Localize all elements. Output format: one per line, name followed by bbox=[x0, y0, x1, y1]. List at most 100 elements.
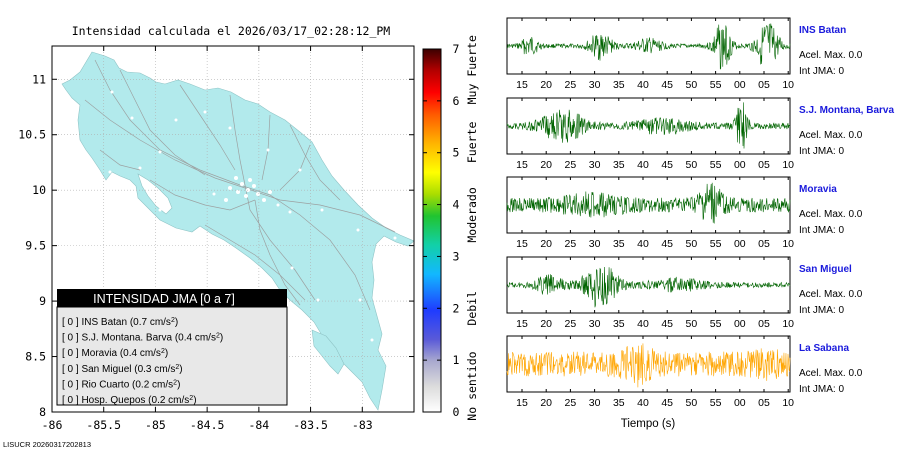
seismogram-tick-label: 50 bbox=[686, 79, 698, 91]
seismogram-trace bbox=[506, 102, 791, 149]
seismogram-tick-label: 45 bbox=[661, 159, 673, 171]
colorbar-tick-label: 7 bbox=[453, 42, 460, 56]
legend-row-level: [ 0 ] bbox=[62, 395, 81, 406]
seismogram-tick-label: 30 bbox=[589, 397, 601, 409]
seismogram-tick-label: 20 bbox=[540, 318, 552, 330]
legend-row: [ 0 ] S.J. Montana. Barva (0.4 cm/s2) bbox=[62, 332, 223, 344]
colorbar-tick-label: 6 bbox=[453, 94, 460, 108]
legend-row: [ 0 ] Moravia (0.4 cm/s2) bbox=[62, 348, 168, 360]
seismogram-tick-label: 00 bbox=[734, 79, 746, 91]
map-y-ticks: 8 8.5 9 9.5 10 10.5 11 bbox=[18, 72, 414, 419]
seismogram-tick-label: 00 bbox=[734, 397, 746, 409]
station-name: La Sabana bbox=[799, 343, 849, 354]
colorbar-category-label: No sentido bbox=[465, 351, 479, 420]
legend-header-bg bbox=[57, 289, 287, 307]
seismogram-tick-label: 35 bbox=[613, 238, 625, 250]
map-y-tick-label: 10 bbox=[32, 183, 46, 197]
seismogram-tick-label: 45 bbox=[661, 318, 673, 330]
road-network bbox=[84, 59, 396, 311]
seismogram-tick-label: 35 bbox=[613, 79, 625, 91]
station-int-jma: Int JMA: 0 bbox=[799, 305, 844, 316]
seismogram-tick-label: 40 bbox=[637, 318, 649, 330]
map-y-tick-label: 8 bbox=[39, 405, 46, 419]
seismogram-tick-label: 25 bbox=[565, 318, 577, 330]
seismogram-trace bbox=[506, 267, 791, 308]
colorbar-tick-label: 3 bbox=[453, 249, 460, 263]
seismogram-tick-label: 10 bbox=[782, 159, 794, 171]
legend-row-station: San Miguel bbox=[81, 364, 134, 375]
seismogram-tick-label: 30 bbox=[589, 238, 601, 250]
legend-row-close: ) bbox=[165, 348, 168, 359]
seismogram-tick-label: 45 bbox=[661, 238, 673, 250]
colorbar-tick-label: 5 bbox=[453, 146, 460, 160]
seismogram-tick-label: 20 bbox=[540, 397, 552, 409]
legend-row-station: Moravia bbox=[81, 348, 119, 359]
seismogram-frame bbox=[506, 176, 791, 234]
seismogram-tick-label: 25 bbox=[565, 397, 577, 409]
seismogram-tick-label: 55 bbox=[710, 238, 722, 250]
seismogram-tick-label: 05 bbox=[758, 397, 770, 409]
map-x-tick-label: -83 bbox=[352, 418, 373, 432]
seismogram-tick-label: 40 bbox=[637, 238, 649, 250]
legend-row-level: [ 0 ] bbox=[62, 364, 81, 375]
legend-row-station: INS Batan bbox=[81, 317, 129, 328]
seismogram-tick-label: 15 bbox=[516, 159, 528, 171]
station-int-jma: Int JMA: 0 bbox=[799, 384, 844, 395]
seismogram-tick-label: 00 bbox=[734, 159, 746, 171]
seismogram-tick-label: 15 bbox=[516, 318, 528, 330]
colorbar-category-label: Moderado bbox=[465, 187, 479, 242]
legend-row-accel: (0.4 cm/s bbox=[120, 348, 161, 359]
seismogram-panel: 15 20 25 30 35 40 45 50 55 00 05 10 Moravia Acel. Max… bbox=[506, 176, 863, 250]
seismogram-tick-label: 35 bbox=[613, 159, 625, 171]
seismogram-tick-label: 55 bbox=[710, 79, 722, 91]
seismogram-tick-label: 30 bbox=[589, 159, 601, 171]
seismogram-tick-label: 30 bbox=[589, 318, 601, 330]
legend-row-accel: (0.2 cm/s bbox=[148, 395, 189, 406]
map-y-tick-label: 9.5 bbox=[25, 239, 46, 253]
station-accel-max: Acel. Max. 0.0 bbox=[799, 289, 863, 300]
station-int-jma: Int JMA: 0 bbox=[799, 146, 844, 157]
seismogram-tick-label: 05 bbox=[758, 79, 770, 91]
colorbar-category-label: Fuerte bbox=[465, 121, 479, 163]
legend-row-station: Rio Cuarto bbox=[81, 379, 132, 390]
map-x-tick-label: -84 bbox=[248, 418, 269, 432]
station-int-jma: Int JMA: 0 bbox=[799, 66, 844, 77]
colorbar-tick-label: 1 bbox=[453, 353, 460, 367]
colorbar-category-label: Muy Fuerte bbox=[465, 35, 479, 104]
seismogram-tick-label: 10 bbox=[782, 397, 794, 409]
station-int-jma: Int JMA: 0 bbox=[799, 225, 844, 236]
seismogram-tick-label: 20 bbox=[540, 159, 552, 171]
map-y-tick-label: 10.5 bbox=[18, 128, 46, 142]
legend-row-close: ) bbox=[179, 364, 182, 375]
station-name: S.J. Montana, Barva bbox=[799, 105, 894, 116]
legend-row-close: ) bbox=[177, 379, 180, 390]
seismogram-tick-label: 10 bbox=[782, 238, 794, 250]
seismogram-tick-label: 10 bbox=[782, 318, 794, 330]
legend-row-unit-exponent: 2 bbox=[171, 317, 175, 324]
seismogram-trace bbox=[506, 343, 791, 388]
footer-stamp: LISUCR 20260317202813 bbox=[3, 440, 91, 449]
costa-rica-land bbox=[61, 51, 415, 411]
legend-row-accel: (0.7 cm/s bbox=[130, 317, 171, 328]
legend-row-close: ) bbox=[193, 395, 196, 406]
colorbar-category-label: Debil bbox=[465, 291, 479, 326]
map-x-tick-label: -85.5 bbox=[86, 418, 121, 432]
legend-row-unit-exponent: 2 bbox=[216, 332, 220, 339]
seismogram-tick-label: 20 bbox=[540, 238, 552, 250]
station-name: INS Batan bbox=[799, 25, 846, 36]
map-frame bbox=[51, 45, 415, 413]
map-y-tick-label: 9 bbox=[39, 294, 46, 308]
legend-row-station: Hosp. Quepos bbox=[81, 395, 148, 406]
colorbar-ticks: 0 1 2 3 4 5 6 7 bbox=[423, 42, 460, 419]
seismogram-tick-label: 55 bbox=[710, 159, 722, 171]
seismogram-tick-label: 50 bbox=[686, 159, 698, 171]
seismogram-x-label: Tiempo (s) bbox=[621, 418, 676, 430]
map-x-tick-label: -86 bbox=[42, 418, 63, 432]
seismogram-tick-label: 25 bbox=[565, 238, 577, 250]
seismogram-panels: 15 20 25 30 35 40 45 50 55 00 05 10 INS Batan Acel. M… bbox=[506, 17, 894, 409]
seismogram-panel: 15 20 25 30 35 40 45 50 55 00 05 10 S.J. Montana, Ba… bbox=[506, 97, 894, 171]
seismogram-tick-label: 00 bbox=[734, 318, 746, 330]
seismogram-tick-label: 40 bbox=[637, 397, 649, 409]
seismogram-tick-label: 55 bbox=[710, 318, 722, 330]
